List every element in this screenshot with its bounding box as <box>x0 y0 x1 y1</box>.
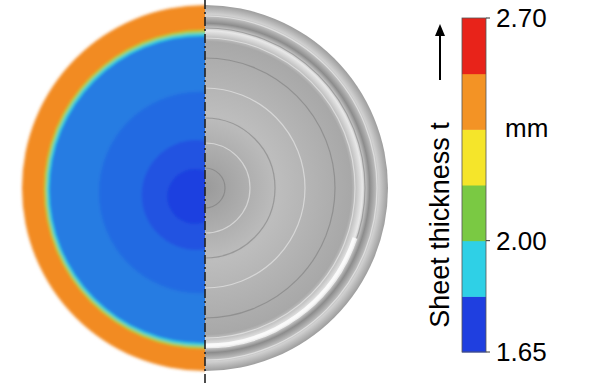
tick <box>486 240 490 241</box>
thickness-ring <box>99 92 205 293</box>
part-photo <box>205 5 388 371</box>
figure: 2.70 2.00 1.65 mm Sheet thickness t <box>0 0 600 388</box>
tick <box>486 352 490 353</box>
photo-ring <box>205 118 275 258</box>
color-bar-band <box>462 241 486 297</box>
tick-label: 1.65 <box>496 337 547 367</box>
photo-ring <box>205 88 305 288</box>
photo-ring <box>205 16 377 360</box>
axis-label: Sheet thickness t <box>425 122 455 328</box>
thickness-ring <box>44 30 205 348</box>
thickness-ring <box>142 140 205 250</box>
photo-highlight <box>205 238 355 346</box>
color-bar-band <box>462 129 486 185</box>
color-bar-band <box>462 296 486 352</box>
axis-arrowhead <box>435 24 445 36</box>
thickness-ring <box>47 33 205 346</box>
color-bar-frame <box>462 18 486 352</box>
photo-ring <box>205 143 250 233</box>
thickness-ring <box>181 184 205 210</box>
photo <box>205 5 388 371</box>
thickness-ring <box>167 169 205 224</box>
photo-ring <box>205 28 365 348</box>
unit-label: mm <box>505 113 548 143</box>
rings <box>22 5 205 371</box>
color-bar-band <box>462 185 486 241</box>
thickness-ring <box>49 36 205 343</box>
tick <box>486 18 490 19</box>
tick-label: 2.00 <box>496 226 547 256</box>
chart: 2.70 2.00 1.65 mm Sheet thickness t <box>0 0 600 388</box>
photo-ring <box>205 58 335 318</box>
symmetry-line <box>204 0 206 386</box>
color-bar-band <box>462 18 486 74</box>
axis-arrow <box>439 32 441 80</box>
tick-label: 2.70 <box>496 3 547 33</box>
thickness-ring <box>22 5 205 371</box>
color-bar-band <box>462 74 486 130</box>
thickness-map <box>22 5 205 371</box>
photo-ring <box>205 168 225 208</box>
photo-ring <box>205 38 355 338</box>
